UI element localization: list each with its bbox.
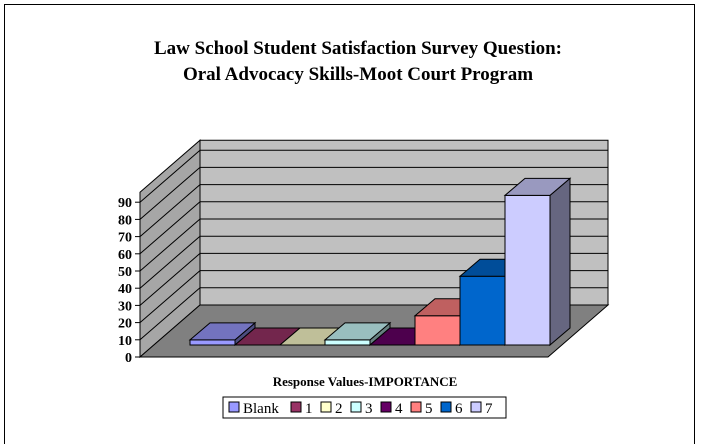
bar-top: [323, 322, 392, 341]
bar-front: [414, 315, 461, 346]
legend-item-6: 6: [440, 401, 463, 417]
bar-7: [503, 177, 572, 347]
y-tick-label: 0: [125, 351, 132, 366]
legend-item-3: 3: [350, 401, 373, 417]
legend-swatch: [410, 401, 422, 413]
legend-label: 4: [395, 401, 403, 417]
bar-3: [323, 321, 392, 347]
y-tick-label: 40: [118, 282, 132, 297]
legend-swatch: [440, 401, 452, 413]
x-axis-title: Response Values-IMPORTANCE: [273, 374, 458, 389]
bar-top: [503, 177, 572, 196]
gridline: [139, 201, 608, 255]
legend-item-2: 2: [320, 401, 343, 417]
legend-swatch: [380, 401, 392, 413]
y-tick-label: 90: [118, 196, 132, 211]
bar-Blank: [188, 321, 257, 347]
y-tick-label: 30: [118, 299, 132, 314]
gridline: [139, 184, 608, 237]
chart-title: Law School Student Satisfaction Survey Q…: [154, 38, 562, 85]
legend-swatch: [470, 401, 482, 413]
gridline: [139, 166, 608, 220]
gridline: [139, 252, 608, 306]
gridline: [139, 235, 608, 289]
legend-label: 2: [335, 401, 343, 417]
legend-label: Blank: [243, 401, 279, 417]
legend-item-7: 7: [470, 401, 493, 417]
y-tick-label: 50: [118, 265, 132, 280]
legend-item-4: 4: [380, 401, 403, 417]
legend: Blank 1 2 3 4 5 6 7: [222, 396, 507, 419]
bar-front: [504, 194, 551, 346]
y-tick-label: 60: [118, 248, 132, 263]
y-tick-label: 70: [118, 231, 132, 246]
bar-front: [189, 339, 236, 346]
legend-label: 3: [365, 401, 373, 417]
legend-swatch: [228, 401, 240, 413]
gridline: [139, 149, 608, 203]
chart-title-line-2: Oral Advocacy Skills-Moot Court Program: [183, 64, 533, 85]
bars: [188, 177, 572, 347]
legend-label: 6: [455, 401, 463, 417]
chart-title-line-1: Law School Student Satisfaction Survey Q…: [154, 38, 562, 59]
bar-front: [459, 275, 506, 346]
bar-front: [324, 339, 371, 346]
y-tick-label: 10: [118, 334, 132, 349]
legend-swatch: [320, 401, 332, 413]
y-tick-label: 80: [118, 213, 132, 228]
legend-label: 1: [305, 401, 313, 417]
y-tick-label: 20: [118, 317, 132, 332]
legend-label: 5: [425, 401, 433, 417]
legend-item-1: 1: [290, 401, 313, 417]
bar-side: [549, 177, 571, 347]
legend-item-Blank: Blank: [228, 401, 279, 417]
legend-item-5: 5: [410, 401, 433, 417]
bar-top: [188, 322, 257, 341]
legend-swatch: [290, 401, 302, 413]
gridline: [139, 218, 608, 272]
y-axis: 0 10 20 30 40 50 60 70 80 90: [118, 192, 141, 366]
legend-swatch: [350, 401, 362, 413]
legend-label: 7: [485, 401, 493, 417]
